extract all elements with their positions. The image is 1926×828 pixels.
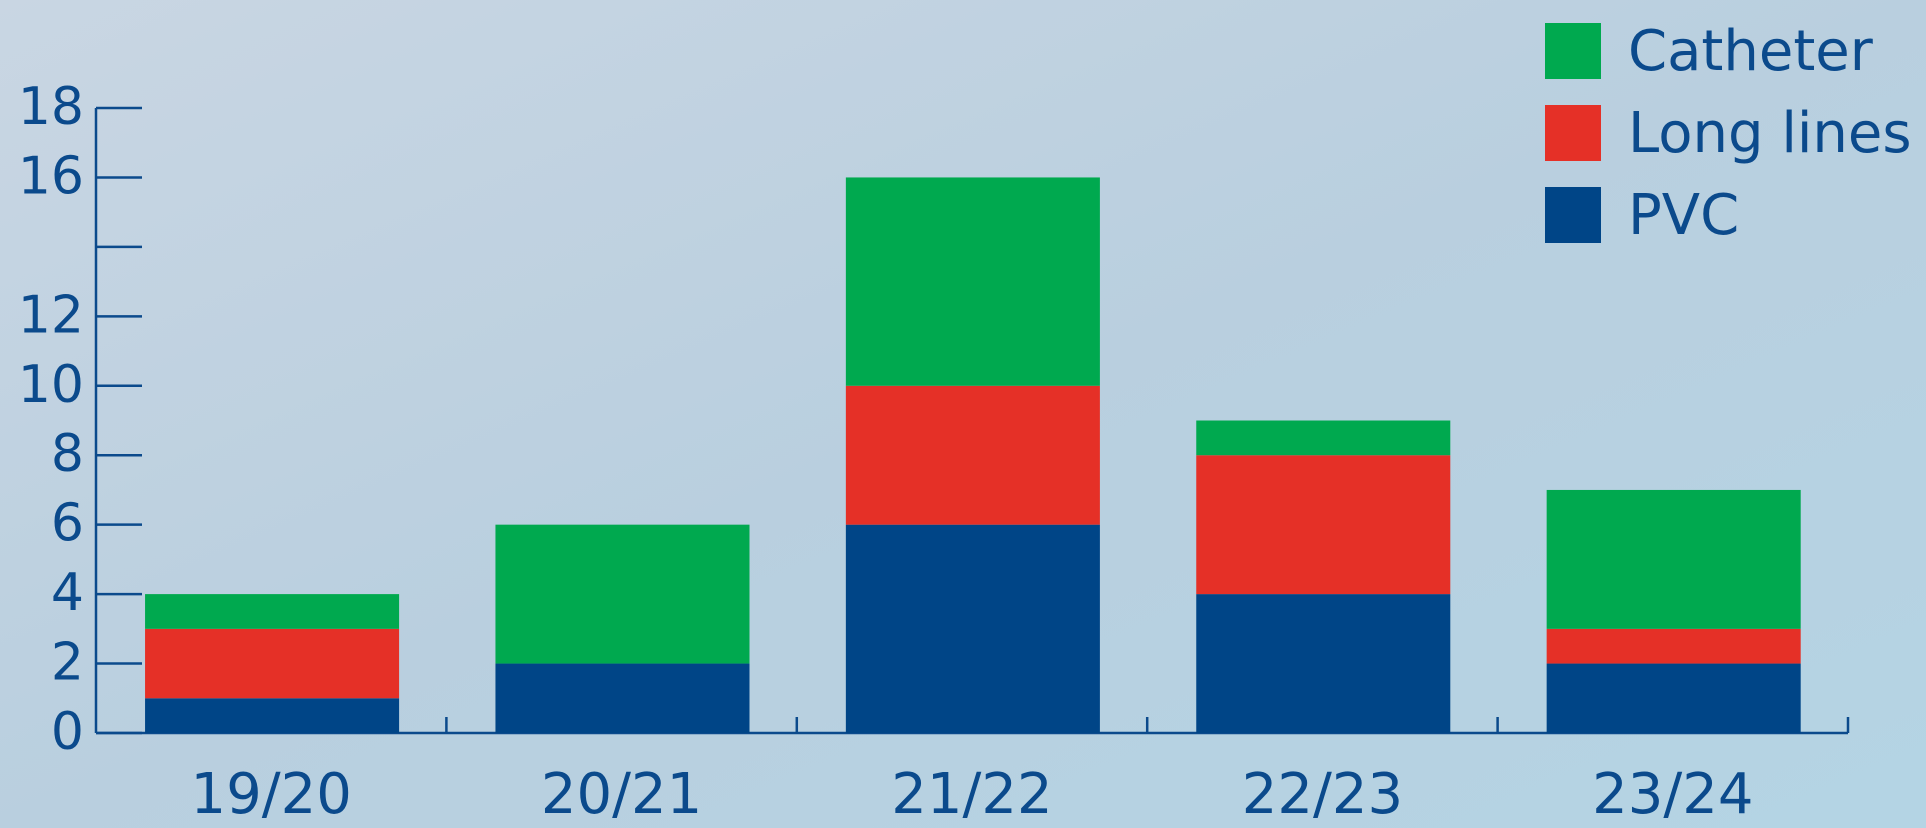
y-tick-label: 0 (51, 702, 84, 762)
bar-segment (145, 629, 399, 698)
bar-segment (1547, 664, 1801, 733)
x-tick-label: 21/22 (891, 762, 1052, 827)
x-tick-label: 20/21 (541, 762, 702, 827)
x-tick-label: 23/24 (1592, 762, 1753, 827)
legend-label: Catheter (1628, 19, 1874, 84)
legend-swatch (1545, 105, 1601, 161)
bar-segment (1547, 629, 1801, 664)
bar-segment (495, 664, 749, 733)
y-tick-label: 4 (51, 563, 84, 623)
bar-segment (846, 525, 1100, 733)
legend-label: PVC (1628, 183, 1739, 248)
bar-segment (1196, 594, 1450, 733)
legend-label: Long lines (1628, 101, 1912, 166)
y-tick-label: 12 (18, 285, 84, 345)
bar-segment (145, 698, 399, 733)
bar-segment (1196, 455, 1450, 594)
bar-segment (145, 594, 399, 629)
y-tick-label: 2 (51, 633, 84, 693)
y-tick-label: 16 (18, 146, 84, 206)
bar-segment (1196, 421, 1450, 456)
bar-segment (495, 525, 749, 664)
x-tick-label: 19/20 (191, 762, 352, 827)
legend-swatch (1545, 23, 1601, 79)
chart: 0 2 4 6 8 10 12 16 18 19/20 20/21 21/22 22/23 23/24 PV… (0, 0, 1926, 828)
legend-swatch (1545, 187, 1601, 243)
y-tick-label: 10 (18, 355, 84, 415)
y-tick-label: 6 (51, 494, 84, 554)
y-tick-label: 18 (18, 77, 84, 137)
bar-segment (846, 177, 1100, 385)
y-tick-label: 8 (51, 424, 84, 484)
x-tick-label: 22/23 (1242, 762, 1403, 827)
bar-segment (846, 386, 1100, 525)
page: 0 2 4 6 8 10 12 16 18 19/20 20/21 21/22 22/23 23/24 PV… (0, 0, 1926, 828)
bar-segment (1547, 490, 1801, 629)
